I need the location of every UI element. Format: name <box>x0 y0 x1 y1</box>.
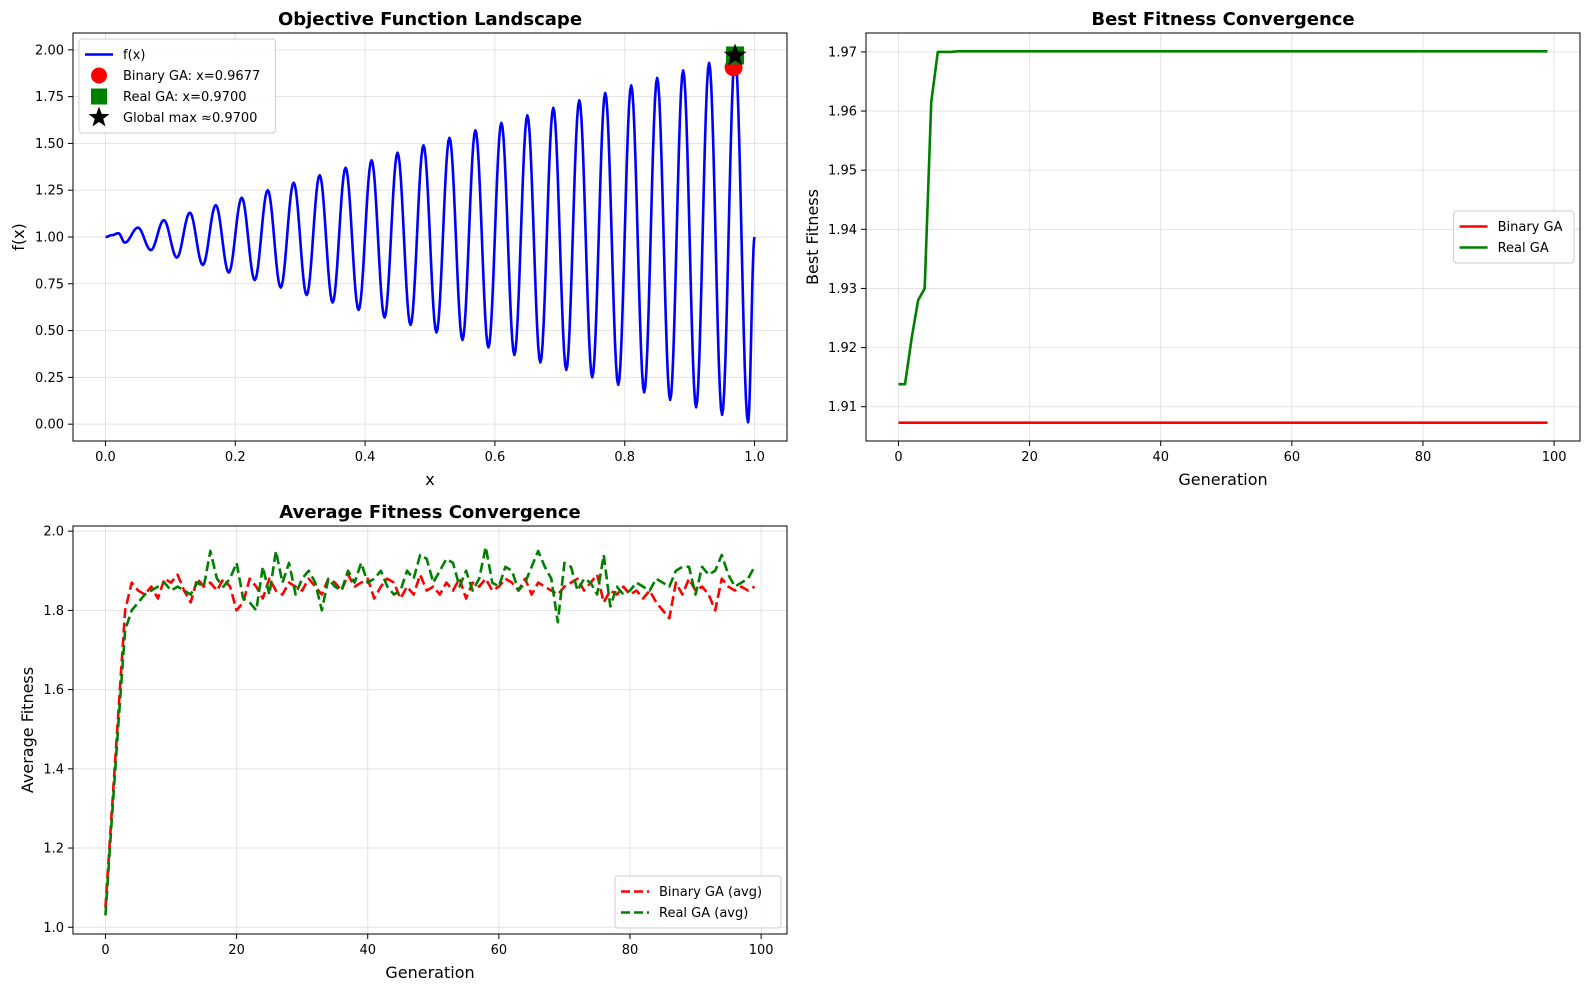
legend: f(x) Binary GA: x=0.9677 Real GA: x=0.9700… <box>78 38 276 134</box>
axes-frame <box>865 32 1581 442</box>
legend-label-real-ga: Real GA <box>1498 241 1549 256</box>
x-tick-label: 1.0 <box>744 450 765 465</box>
chart-title: Objective Function Landscape <box>278 9 582 30</box>
y-tick-label: 1.00 <box>35 231 64 246</box>
y-tick-label: 1.93 <box>828 282 857 297</box>
y-tick-label: 1.94 <box>828 223 857 238</box>
y-tick-label: 1.95 <box>828 164 857 179</box>
legend-label-binary-ga: Binary GA <box>1498 220 1563 235</box>
y-tick-label: 0.75 <box>35 277 64 292</box>
legend-label-real-ga-x-0-9700: Real GA: x=0.9700 <box>123 90 246 105</box>
y-tick-label: 2.0 <box>43 525 64 540</box>
marker-global-max-0-9700 <box>723 43 747 66</box>
legend-label-global-max-0-9700: Global max ≈0.9700 <box>123 111 257 126</box>
legend-label-f-x: f(x) <box>123 48 145 63</box>
legend-box <box>614 875 782 929</box>
x-tick-label: 40 <box>1152 450 1169 465</box>
y-tick-label: 0.50 <box>35 324 64 339</box>
y-tick-label: 1.8 <box>43 604 64 619</box>
legend-label-binary-ga-avg: Binary GA (avg) <box>659 885 762 900</box>
y-tick-label: 1.96 <box>828 105 857 120</box>
legend: Binary GA Real GA <box>1453 210 1575 264</box>
legend-symbol-star <box>88 106 110 127</box>
plot-area <box>898 50 1548 424</box>
y-tick-label: 1.97 <box>828 45 857 60</box>
x-axis-label: x <box>425 470 434 489</box>
axes-frame <box>72 525 788 935</box>
chart-title: Best Fitness Convergence <box>1091 9 1354 30</box>
y-tick-label: 2.00 <box>35 43 64 58</box>
y-tick-label: 1.0 <box>43 921 64 936</box>
x-tick-label: 60 <box>491 943 508 958</box>
x-tick-label: 0.8 <box>614 450 635 465</box>
y-tick-label: 1.25 <box>35 184 64 199</box>
x-tick-label: 60 <box>1284 450 1301 465</box>
y-axis-label: Best Fitness <box>803 189 822 285</box>
x-axis-label: Generation <box>385 963 474 982</box>
plot-area <box>104 43 756 424</box>
x-tick-label: 20 <box>228 943 245 958</box>
x-tick-label: 0.6 <box>485 450 506 465</box>
average-fitness-panel: 0 20 40 60 80 100 1.0 1.2 1.4 1.6 1.8 2.0 Average Fi… <box>18 502 788 982</box>
legend-label-binary-ga-x-0-9677: Binary GA: x=0.9677 <box>123 69 260 84</box>
y-axis-label: f(x) <box>9 223 28 251</box>
y-tick-label: 0.25 <box>35 371 64 386</box>
y-tick-label: 1.2 <box>43 842 64 857</box>
x-tick-label: 0.4 <box>355 450 376 465</box>
x-tick-label: 40 <box>359 943 376 958</box>
x-axis-label: Generation <box>1178 470 1267 489</box>
y-tick-label: 1.75 <box>35 90 64 105</box>
x-tick-label: 80 <box>622 943 639 958</box>
legend: Binary GA (avg) Real GA (avg) <box>614 875 782 929</box>
x-tick-label: 0 <box>101 943 109 958</box>
legend-box <box>1453 210 1575 264</box>
x-tick-label: 100 <box>1542 450 1567 465</box>
y-tick-label: 1.6 <box>43 683 64 698</box>
objective-landscape-panel: 0.0 0.2 0.4 0.6 0.8 1.0 0.00 0.25 0.50 0.75 1.00 1.… <box>9 9 788 489</box>
y-tick-label: 1.92 <box>828 341 857 356</box>
legend-symbol-circle <box>91 67 107 84</box>
x-tick-label: 100 <box>749 943 774 958</box>
series-line-real-ga <box>898 50 1548 386</box>
series-line-real-ga-avg <box>104 545 756 916</box>
chart-title: Average Fitness Convergence <box>279 502 580 523</box>
series-line-f-x <box>104 54 756 424</box>
x-tick-label: 20 <box>1021 450 1038 465</box>
legend-box <box>78 38 276 134</box>
legend-symbol-square <box>91 88 107 105</box>
y-tick-label: 1.50 <box>35 137 64 152</box>
x-tick-label: 0.0 <box>95 450 116 465</box>
x-tick-label: 0.2 <box>225 450 246 465</box>
x-tick-label: 80 <box>1415 450 1432 465</box>
series-line-binary-ga-avg <box>104 573 756 908</box>
x-tick-label: 0 <box>894 450 902 465</box>
y-tick-label: 1.91 <box>828 400 857 415</box>
y-tick-label: 0.00 <box>35 418 64 433</box>
best-fitness-panel: 0 20 40 60 80 100 1.91 1.92 1.93 1.94 1.95 1.96 1.97… <box>803 9 1581 489</box>
y-axis-label: Average Fitness <box>18 667 37 793</box>
legend-label-real-ga-avg: Real GA (avg) <box>659 906 748 921</box>
plot-area <box>104 545 756 916</box>
y-tick-label: 1.4 <box>43 762 64 777</box>
